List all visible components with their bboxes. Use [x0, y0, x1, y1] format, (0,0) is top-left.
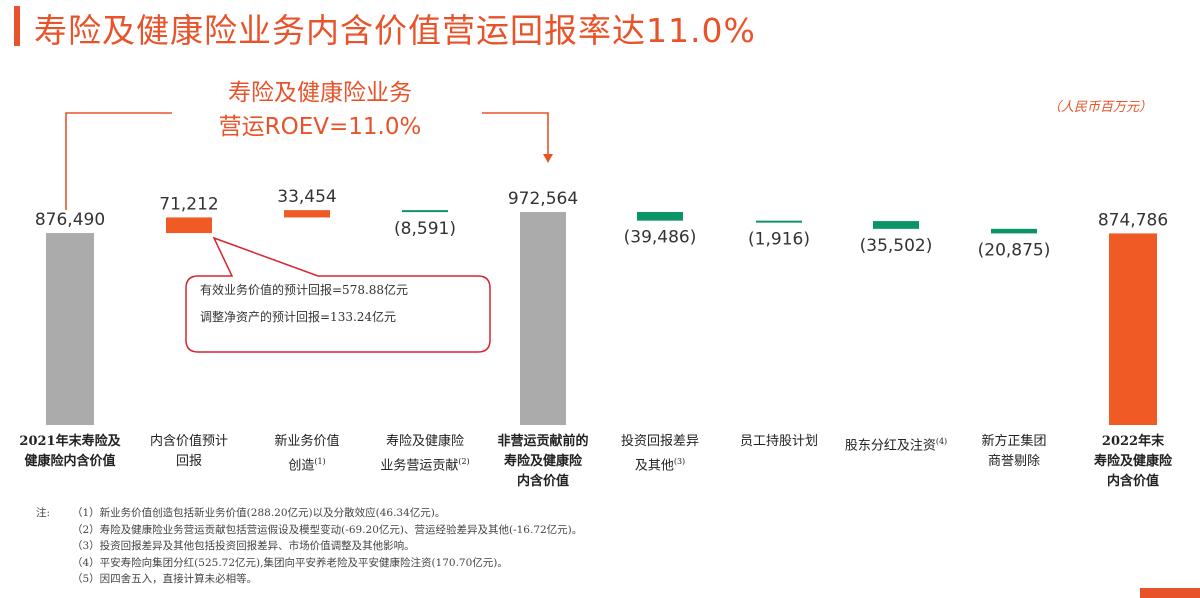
bar-2: [284, 210, 330, 218]
category-label-1: 内含价值预计 回报: [126, 432, 252, 472]
bar-0: [46, 233, 94, 425]
value-label-3: (8,591): [394, 219, 456, 239]
roev-bracket: [65, 112, 553, 210]
category-label-4: 非营运贡献前的 寿险及健康险 内含价值: [480, 432, 606, 492]
category-label-line: 新业务价值: [274, 434, 340, 449]
category-label-6: 员工持股计划: [716, 432, 842, 452]
bar-7: [873, 221, 919, 229]
value-label-0: 876,490: [35, 210, 105, 230]
bar-4: [520, 212, 566, 425]
category-label-line: 非营运贡献前的: [497, 434, 589, 449]
category-label-line: 寿险及健康险: [385, 434, 464, 449]
roev-line2: 营运ROEV=11.0%: [218, 114, 422, 140]
value-label-2: 33,454: [277, 187, 336, 207]
category-label-line: 股东分红及注资(4): [844, 437, 948, 454]
note-item: （3）投资回报差异及其他包括投资回报差异、市场价值调整及其他影响。: [72, 540, 415, 553]
value-label-1: 71,212: [159, 194, 218, 214]
value-label-8: (20,875): [978, 240, 1051, 260]
category-label-9: 2022年末 寿险及健康险 内含价值: [1070, 432, 1196, 492]
unit-label: （人民币百万元）: [1047, 100, 1152, 115]
category-label-0: 2021年末寿险及 健康险内含价值: [7, 432, 133, 472]
category-label-line: 2021年末寿险及: [19, 434, 121, 449]
notes-label: 注:: [36, 507, 51, 519]
category-label-line: 员工持股计划: [739, 434, 818, 449]
bar-1: [166, 217, 212, 234]
category-label-line: 寿险及健康险: [503, 454, 582, 469]
category-label-line: 创造(1): [288, 457, 326, 474]
category-label-line: 回报: [175, 454, 202, 469]
footnotes: 注: （1）新业务价值创造包括新业务价值(288.20亿元)以及分散效应(46.3…: [36, 505, 1156, 588]
category-label-line: 2022年末: [1101, 434, 1165, 449]
bar-5: [637, 212, 683, 221]
category-label-5: 投资回报差异 及其他(3): [597, 432, 723, 476]
bar-8: [991, 228, 1037, 234]
title-accent-bar: [14, 6, 20, 46]
category-label-2: 新业务价值创造(1): [244, 432, 370, 476]
category-label-3: 寿险及健康险 业务营运贡献(2): [362, 432, 488, 476]
value-label-7: (35,502): [860, 236, 933, 256]
category-label-line: 内含价值预计: [149, 434, 228, 449]
category-label-line: 商誉剔除: [987, 454, 1040, 469]
category-label-line: 投资回报差异: [620, 434, 699, 449]
note-item: （2）寿险及健康险业务营运贡献包括营运假设及模型变动(-69.20亿元)、营运经…: [72, 523, 583, 536]
roev-box: 寿险及健康险业务 营运ROEV=11.0%: [175, 76, 465, 144]
footnote-ref: (1): [314, 457, 326, 466]
callout-bubble-shape: [185, 236, 491, 353]
category-label-7: 股东分红及注资(4): [833, 432, 959, 456]
category-label-line: 新方正集团: [981, 434, 1047, 449]
footnote-ref: (3): [673, 457, 686, 466]
page-title: 寿险及健康险业务内含价值营运回报率达11.0%: [34, 11, 756, 50]
value-label-9: 874,786: [1098, 210, 1168, 230]
note-item: （5）因四舍五入，直接计算未必相等。: [72, 573, 258, 586]
corner-accent: [1140, 588, 1200, 598]
callout-box: 有效业务价值的预计回报=578.88亿元 调整净资产的预计回报=133.24亿元: [186, 277, 486, 347]
category-label-8: 新方正集团 商誉剔除: [951, 432, 1077, 472]
value-label-5: (39,486): [624, 228, 697, 248]
bar-6: [756, 220, 802, 223]
category-label-line: 健康险内含价值: [24, 454, 116, 469]
value-label-6: (1,916): [748, 230, 810, 250]
category-label-line: 内含价值: [516, 474, 569, 489]
category-label-line: 业务营运贡献(2): [380, 457, 470, 474]
callout-line2: 调整净资产的预计回报=133.24亿元: [200, 310, 397, 324]
bar-9: [1109, 233, 1157, 425]
roev-line1: 寿险及健康险业务: [228, 80, 412, 106]
category-label-line: 内含价值: [1106, 474, 1159, 489]
value-label-4: 972,564: [508, 189, 578, 209]
bar-3: [402, 210, 448, 213]
footnote-ref: (4): [935, 437, 948, 446]
note-item: （4）平安寿险向集团分红(525.72亿元),集团向平安养老险及平安健康险注资(…: [72, 556, 508, 569]
note-item: （1）新业务价值创造包括新业务价值(288.20亿元)以及分散效应(46.34亿…: [72, 507, 446, 519]
category-label-line: 及其他(3): [634, 457, 686, 474]
arrow-head-icon: [543, 154, 553, 163]
footnote-ref: (2): [458, 457, 470, 466]
category-label-line: 寿险及健康险: [1093, 454, 1172, 469]
callout-line1: 有效业务价值的预计回报=578.88亿元: [200, 283, 409, 297]
